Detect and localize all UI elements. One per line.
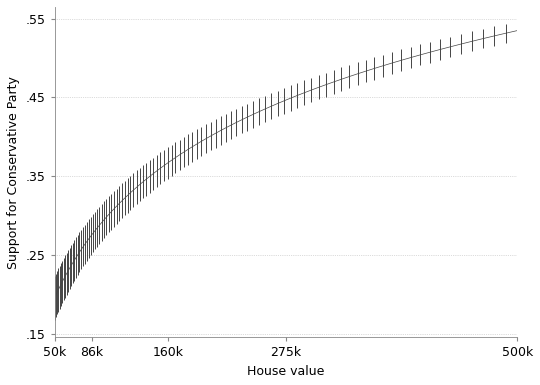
X-axis label: House value: House value	[247, 365, 325, 378]
Y-axis label: Support for Conservative Party: Support for Conservative Party	[7, 76, 20, 269]
